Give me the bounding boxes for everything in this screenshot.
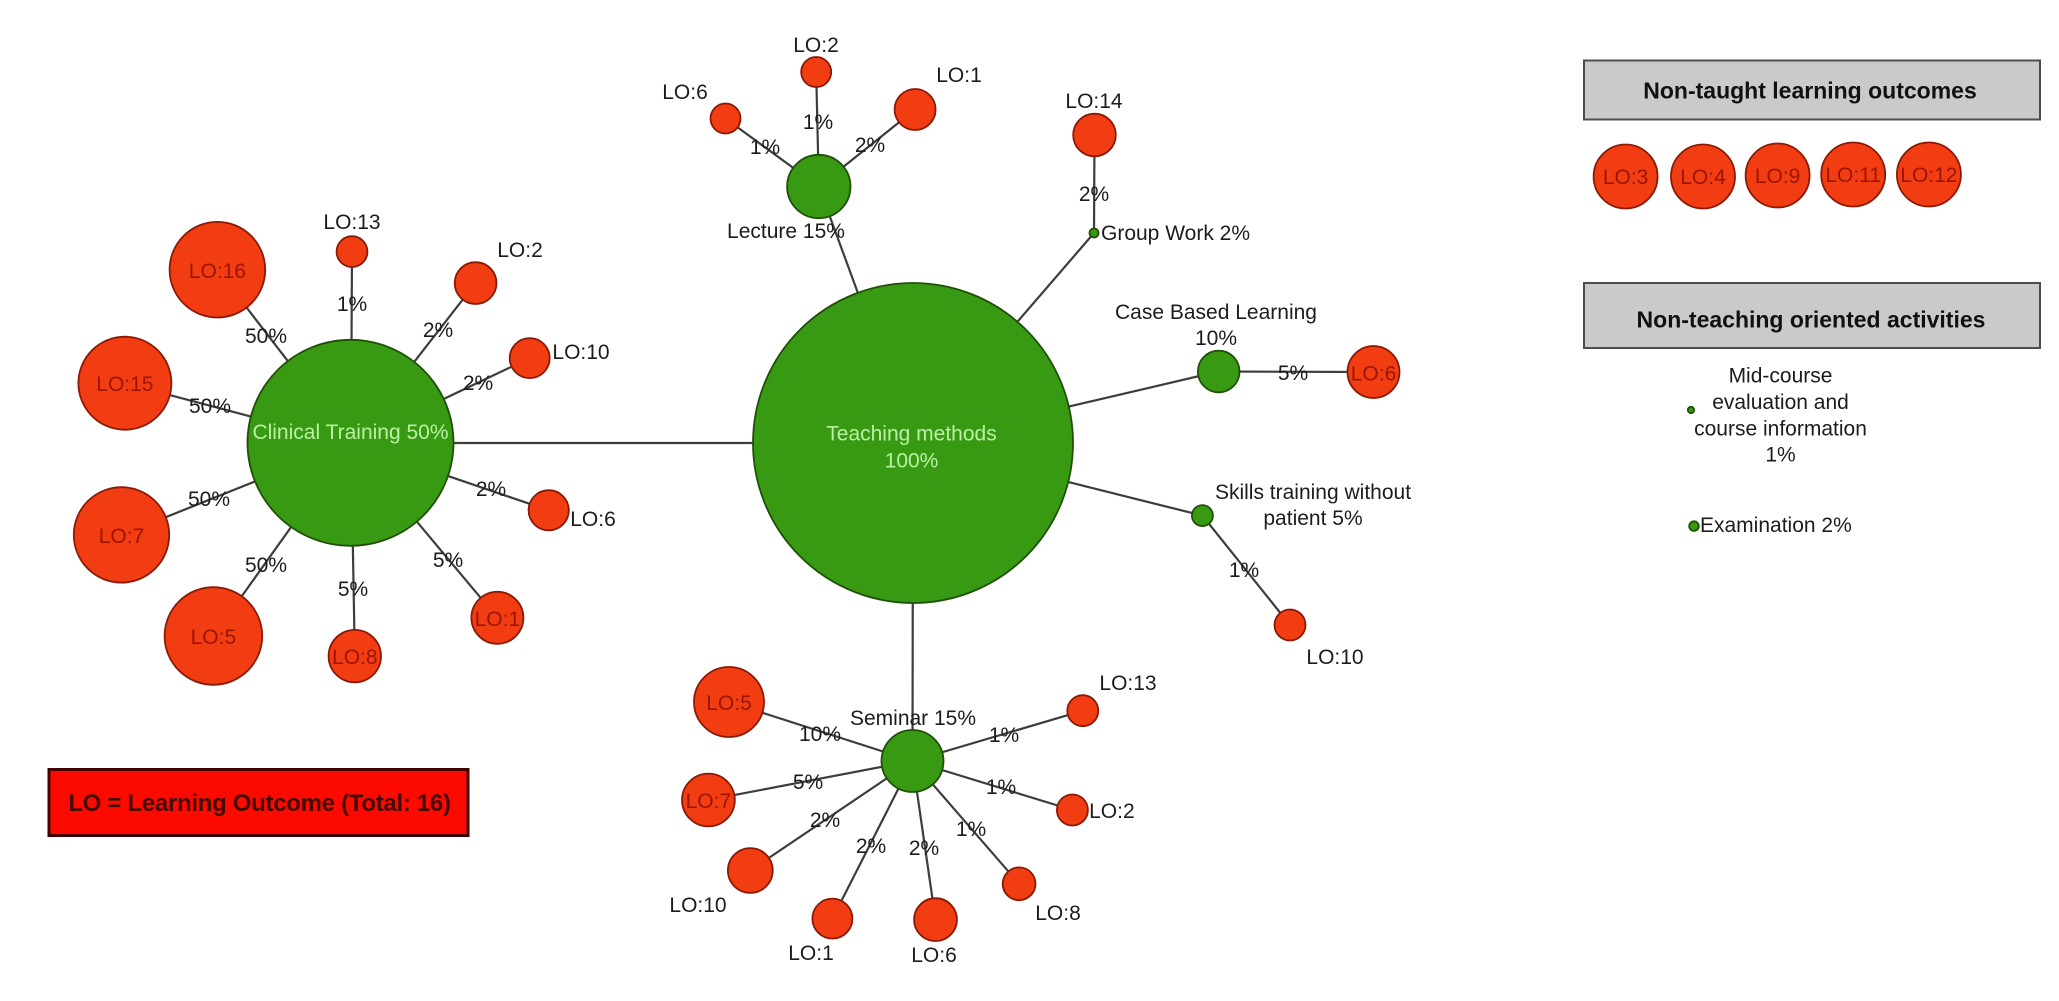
svg-text:1%: 1% xyxy=(750,136,780,159)
svg-text:50%: 50% xyxy=(189,395,231,418)
svg-text:LO:7: LO:7 xyxy=(99,525,145,548)
svg-text:2%: 2% xyxy=(463,372,493,395)
svg-text:Seminar 15%: Seminar 15% xyxy=(850,707,976,730)
svg-text:LO:5: LO:5 xyxy=(191,626,237,649)
svg-text:LO:5: LO:5 xyxy=(706,692,752,715)
svg-text:LO:10: LO:10 xyxy=(669,894,726,917)
svg-text:5%: 5% xyxy=(793,771,823,794)
svg-text:2%: 2% xyxy=(476,478,506,501)
svg-text:1%: 1% xyxy=(1765,444,1795,467)
svg-text:LO:15: LO:15 xyxy=(96,373,153,396)
svg-text:LO:1: LO:1 xyxy=(788,942,834,965)
svg-text:2%: 2% xyxy=(810,809,840,832)
svg-text:2%: 2% xyxy=(856,835,886,858)
svg-text:LO:6: LO:6 xyxy=(570,508,616,531)
svg-text:LO:8: LO:8 xyxy=(332,646,378,669)
svg-text:LO:7: LO:7 xyxy=(686,790,732,813)
svg-text:patient 5%: patient 5% xyxy=(1263,507,1362,530)
svg-text:LO:14: LO:14 xyxy=(1065,90,1123,113)
svg-text:Group Work 2%: Group Work 2% xyxy=(1101,222,1250,245)
svg-text:50%: 50% xyxy=(245,554,287,577)
svg-text:LO:2: LO:2 xyxy=(1089,800,1135,823)
svg-text:2%: 2% xyxy=(423,319,453,342)
svg-text:Clinical Training 50%: Clinical Training 50% xyxy=(252,421,448,444)
svg-text:evaluation and: evaluation and xyxy=(1712,391,1849,414)
svg-text:LO:6: LO:6 xyxy=(1351,363,1397,386)
svg-text:LO:10: LO:10 xyxy=(552,341,609,364)
svg-text:50%: 50% xyxy=(188,488,230,511)
svg-text:2%: 2% xyxy=(909,837,939,860)
svg-text:1%: 1% xyxy=(986,776,1016,799)
svg-text:Mid-course: Mid-course xyxy=(1729,365,1833,388)
svg-text:100%: 100% xyxy=(885,450,939,473)
svg-text:LO:1: LO:1 xyxy=(475,608,521,631)
svg-text:50%: 50% xyxy=(245,325,287,348)
svg-text:LO:13: LO:13 xyxy=(323,211,380,234)
svg-text:1%: 1% xyxy=(989,724,1019,747)
svg-text:1%: 1% xyxy=(803,111,833,134)
svg-text:Non-taught learning outcomes: Non-taught learning outcomes xyxy=(1643,78,1977,104)
svg-text:LO:11: LO:11 xyxy=(1825,164,1881,187)
svg-text:10%: 10% xyxy=(1195,327,1237,350)
svg-text:Case Based Learning: Case Based Learning xyxy=(1115,301,1317,324)
svg-text:1%: 1% xyxy=(1229,559,1259,582)
svg-text:LO:10: LO:10 xyxy=(1306,646,1363,669)
svg-text:LO:13: LO:13 xyxy=(1099,672,1156,695)
svg-text:5%: 5% xyxy=(338,578,368,601)
svg-text:LO:12: LO:12 xyxy=(1900,164,1957,187)
svg-text:LO:9: LO:9 xyxy=(1755,165,1801,188)
svg-text:10%: 10% xyxy=(799,723,841,746)
svg-text:Skills training without: Skills training without xyxy=(1215,481,1411,504)
svg-text:LO:1: LO:1 xyxy=(936,64,982,87)
svg-text:LO:2: LO:2 xyxy=(793,34,839,57)
svg-text:2%: 2% xyxy=(855,134,885,157)
svg-text:5%: 5% xyxy=(1278,362,1308,385)
svg-text:LO:4: LO:4 xyxy=(1680,166,1726,189)
svg-text:Teaching methods: Teaching methods xyxy=(826,423,996,446)
svg-text:1%: 1% xyxy=(956,818,986,841)
svg-text:1%: 1% xyxy=(337,293,367,316)
svg-text:LO:16: LO:16 xyxy=(189,260,246,283)
svg-text:LO:6: LO:6 xyxy=(662,81,708,104)
svg-text:LO:3: LO:3 xyxy=(1603,166,1649,189)
svg-text:LO:6: LO:6 xyxy=(911,944,957,967)
svg-text:LO:2: LO:2 xyxy=(497,239,543,262)
svg-text:5%: 5% xyxy=(433,549,463,572)
svg-text:2%: 2% xyxy=(1079,183,1109,206)
svg-text:Non-teaching oriented activiti: Non-teaching oriented activities xyxy=(1637,307,1986,333)
svg-text:course information: course information xyxy=(1694,418,1867,441)
svg-text:LO:8: LO:8 xyxy=(1035,902,1081,925)
svg-text:LO = Learning Outcome (Total:: LO = Learning Outcome (Total: 16) xyxy=(68,790,450,817)
svg-text:Examination 2%: Examination 2% xyxy=(1700,514,1852,537)
svg-text:Lecture 15%: Lecture 15% xyxy=(727,220,845,243)
